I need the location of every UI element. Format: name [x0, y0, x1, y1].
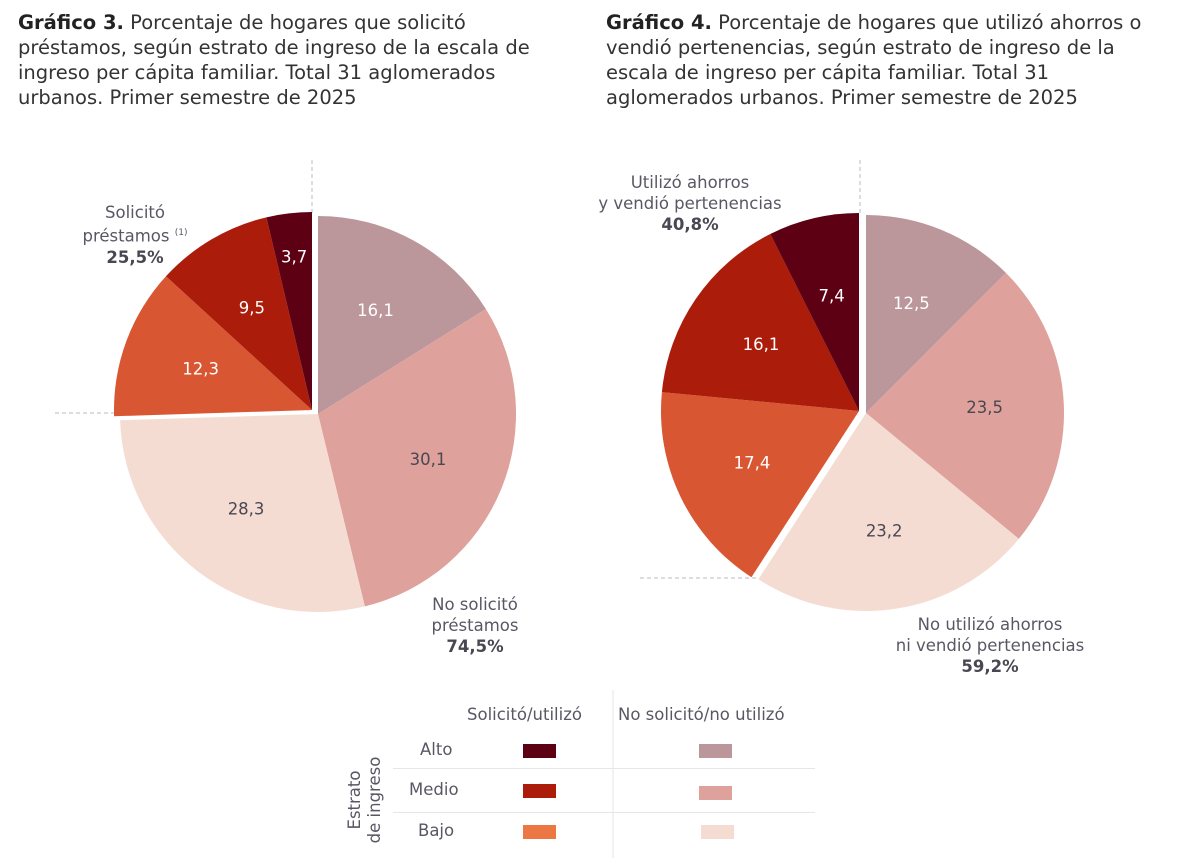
chart-4-annotation-si: Utilizó ahorros y vendió pertenencias 40…: [560, 172, 820, 235]
ann-total: 25,5%: [106, 247, 164, 267]
legend-col-no: No solicitó/no utilizó: [618, 705, 785, 724]
ann-line: No solicitó: [432, 595, 518, 614]
chart-4-slice-label-2: 23,2: [866, 521, 903, 540]
chart-4-slice-0: [866, 215, 1006, 413]
chart-4-slice-5: [770, 213, 859, 411]
chart-3-slice-0: [318, 216, 486, 414]
ann-line: préstamos: [431, 616, 519, 635]
chart-3-slice-4: [165, 217, 312, 410]
legend-row-divider: [393, 812, 815, 813]
chart-3-slice-label-5: 3,7: [281, 248, 307, 267]
chart-3-slice-label-4: 9,5: [239, 299, 265, 318]
legend-row-bajo: Bajo: [418, 821, 455, 840]
legend-axis-title: Estrato de ingreso: [332, 740, 392, 844]
legend-row-medio: Medio: [409, 780, 459, 799]
ann-total: 74,5%: [446, 637, 504, 656]
chart-4-slice-label-5: 7,4: [819, 286, 845, 305]
chart-4-title-text: Porcentaje de hogares que utilizó ahorro…: [606, 11, 1142, 109]
chart-4-slice-label-4: 16,1: [743, 335, 780, 354]
ann-total: 59,2%: [961, 657, 1019, 676]
chart-3-number: Gráfico 3.: [18, 11, 124, 34]
legend-swatch-bajo-no: [701, 825, 734, 839]
ann-total: 40,8%: [661, 215, 719, 234]
ann-line: No utilizó ahorros: [917, 615, 1063, 634]
chart-3-slice-label-0: 16,1: [357, 301, 394, 320]
legend-swatch-alto-si: [523, 744, 556, 758]
chart-4-title: Gráfico 4. Porcentaje de hogares que uti…: [606, 10, 1166, 110]
ann-line: préstamos: [82, 226, 170, 246]
chart-4-slice-4: [661, 233, 859, 411]
chart-3-slice-2: [120, 414, 365, 612]
legend-swatch-medio-no: [699, 786, 732, 800]
chart-3-slice-5: [266, 212, 312, 410]
chart-4-slice-2: [758, 413, 1019, 611]
legend-row-alto: Alto: [420, 740, 453, 759]
chart-4-slice-label-3: 17,4: [734, 454, 771, 473]
ann-line: ni vendió pertenencias: [895, 636, 1085, 655]
axis-title-line: Estrato: [345, 770, 364, 830]
footnote-mark: (1): [174, 228, 188, 238]
legend-swatch-medio-si: [523, 784, 556, 798]
chart-3-title-text: Porcentaje de hogares que solicitó prést…: [18, 11, 530, 109]
ann-line: y vendió pertenencias: [598, 194, 782, 213]
chart-4-slice-label-1: 23,5: [966, 398, 1003, 417]
chart-4-slice-label-0: 12,5: [893, 294, 930, 313]
chart-4-slice-3: [661, 392, 859, 578]
chart-3-annotation-si: Solicitó préstamos (1) 25,5%: [60, 202, 210, 268]
chart-3-slice-label-2: 28,3: [228, 500, 265, 519]
axis-title-line: de ingreso: [365, 756, 384, 844]
chart-3-title: Gráfico 3. Porcentaje de hogares que sol…: [18, 10, 578, 110]
ann-line: Solicitó: [105, 203, 165, 222]
chart-4-annotation-no: No utilizó ahorros ni vendió pertenencia…: [860, 614, 1120, 677]
ann-line: Utilizó ahorros: [630, 173, 750, 192]
legend-row-divider: [393, 768, 815, 769]
legend-swatch-bajo-si: [523, 825, 556, 839]
chart-3-slice-1: [318, 308, 516, 607]
legend-col-si: Solicitó/utilizó: [467, 705, 582, 724]
chart-3-annotation-no: No solicitó préstamos 74,5%: [400, 594, 550, 657]
chart-3-slice-3: [114, 276, 312, 417]
chart-3-slice-label-3: 12,3: [182, 360, 219, 379]
chart-4-number: Gráfico 4.: [606, 11, 712, 34]
chart-3-slice-label-1: 30,1: [410, 450, 447, 469]
legend-swatch-alto-no: [699, 744, 732, 758]
chart-4-slice-1: [866, 272, 1064, 539]
